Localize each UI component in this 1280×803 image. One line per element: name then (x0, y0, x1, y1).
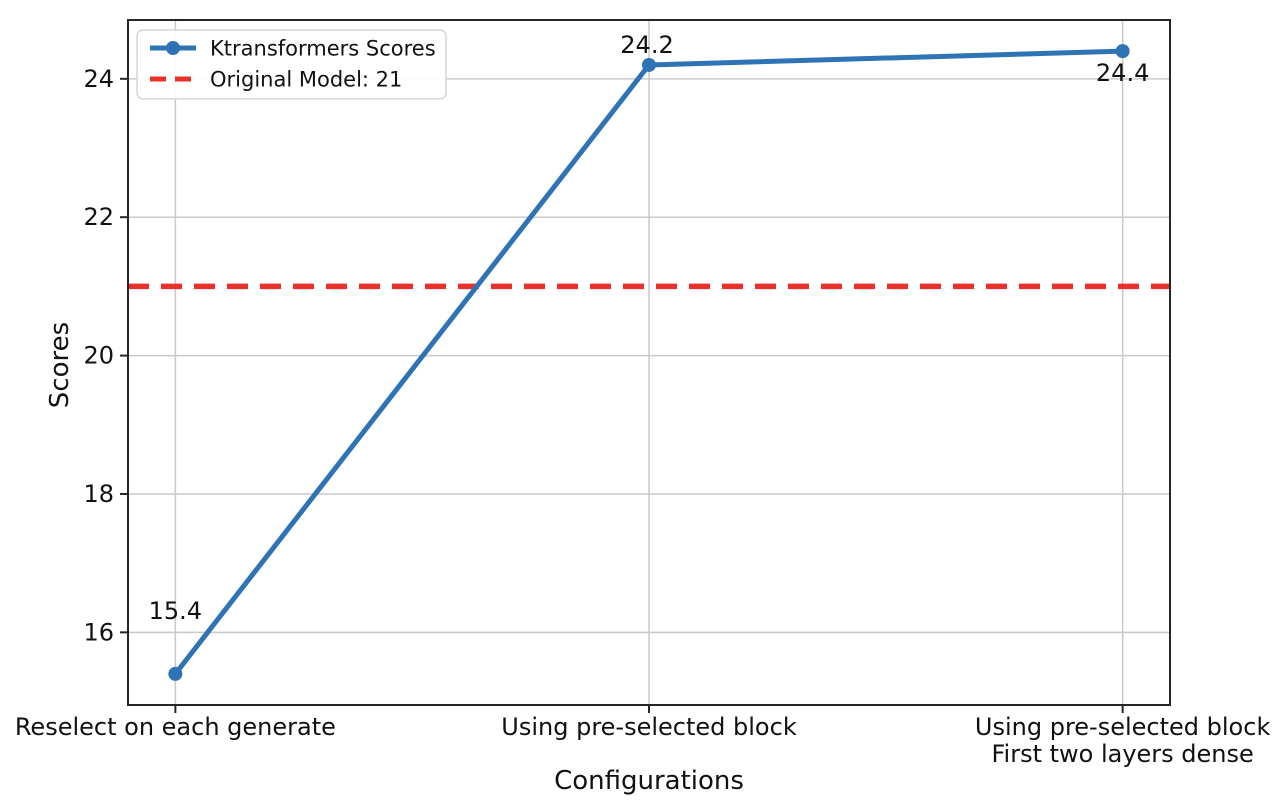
legend-label: Original Model: 21 (210, 68, 402, 92)
legend-item: Ktransformers Scores (150, 37, 436, 61)
data-point-marker (1115, 44, 1130, 59)
x-tick-label: Using pre-selected block (501, 713, 797, 741)
data-point-label: 24.2 (620, 31, 673, 59)
x-axis-label: Configurations (554, 766, 744, 796)
data-point-label: 15.4 (149, 597, 202, 625)
y-tick-label: 22 (83, 203, 114, 231)
y-tick-label: 16 (83, 618, 114, 646)
legend: Ktransformers Scores Original Model: 21 (136, 29, 447, 100)
data-point-label: 24.4 (1096, 59, 1149, 87)
y-tick-label: 24 (83, 65, 114, 93)
y-tick-label: 18 (83, 480, 114, 508)
legend-label: Ktransformers Scores (210, 37, 436, 61)
x-tick-label: Reselect on each generate (15, 713, 336, 741)
legend-box (136, 29, 447, 100)
x-axis: Reselect on each generate Using pre-selec… (15, 705, 1271, 768)
data-point-marker (168, 666, 183, 681)
y-axis-label: Scores (45, 322, 75, 408)
x-tick-label: First two layers dense (991, 740, 1253, 768)
point-annotations: 15.4 24.2 24.4 (149, 31, 1150, 625)
legend-marker-sample (166, 41, 180, 55)
y-tick-label: 20 (83, 342, 114, 370)
data-point-marker (642, 57, 656, 72)
legend-item: Original Model: 21 (150, 68, 402, 92)
x-tick-label: Using pre-selected block (975, 713, 1271, 741)
y-axis: 16 18 20 22 24 (83, 65, 128, 646)
